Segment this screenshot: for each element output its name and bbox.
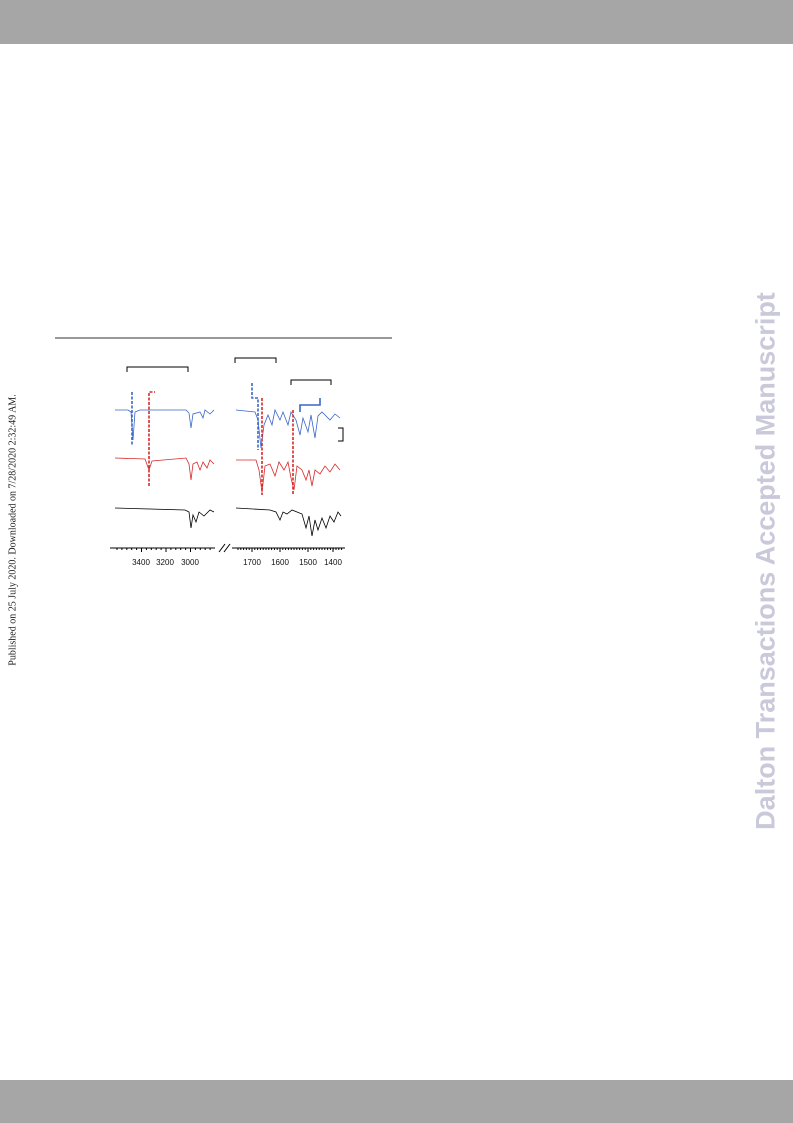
x-tick-label: 3000: [181, 558, 199, 567]
brackets: [126, 357, 344, 442]
x-axis: [110, 543, 345, 553]
x-tick-label: 3400: [132, 558, 150, 567]
x-tick-label: 1500: [299, 558, 317, 567]
x-tick-label: 3200: [156, 558, 174, 567]
x-tick-label: 1700: [243, 558, 261, 567]
footer-bar: [0, 1080, 793, 1123]
x-tick-label: 1600: [271, 558, 289, 567]
spectra: [114, 408, 342, 537]
x-tick-label: 1400: [324, 558, 342, 567]
guides: [131, 383, 321, 495]
header-bar: [0, 0, 793, 44]
